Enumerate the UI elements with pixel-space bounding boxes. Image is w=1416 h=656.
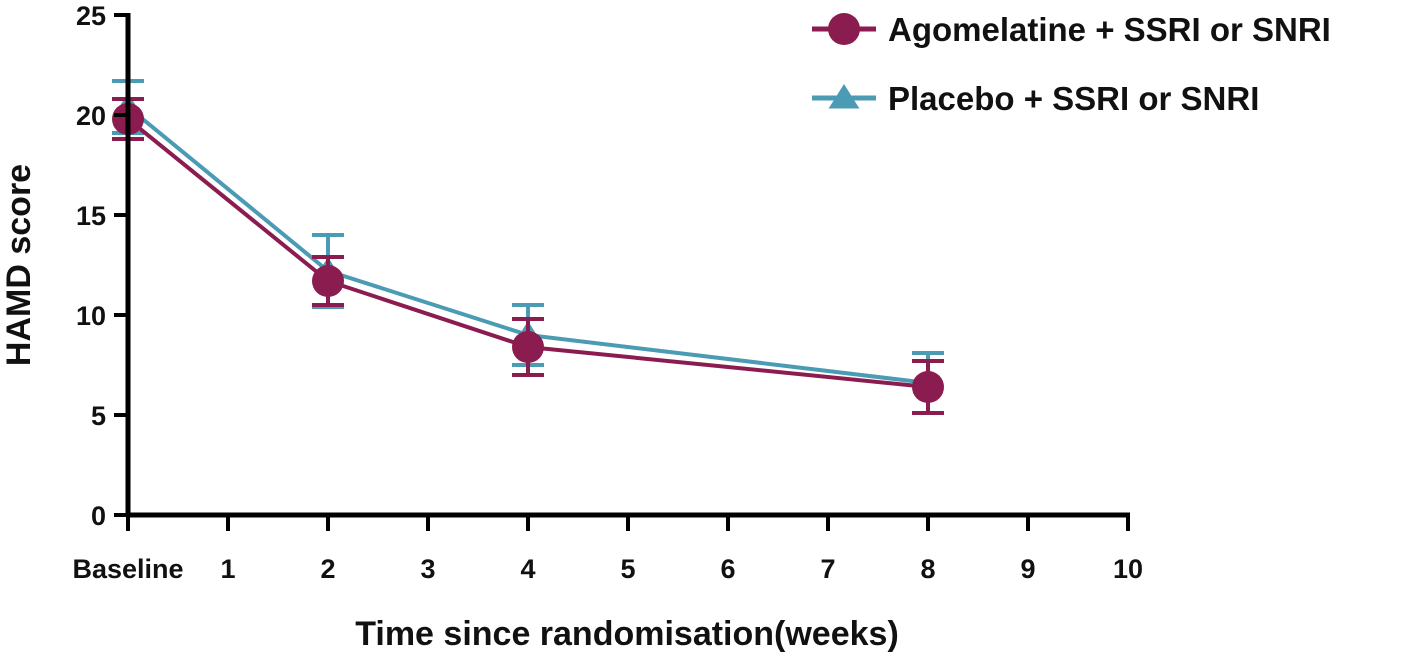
legend-label: Placebo + SSRI or SNRI (888, 80, 1259, 117)
legend-marker (828, 84, 860, 109)
y-tick-label-5: 25 (76, 1, 106, 31)
x-tick-label-5: 5 (620, 554, 635, 584)
x-axis-title: Time since randomisation(weeks) (355, 615, 899, 653)
y-tick-label-2: 10 (76, 301, 106, 331)
legend: Agomelatine + SSRI or SNRI Placebo + SSRI… (812, 11, 1331, 117)
legend-item-1: Placebo + SSRI or SNRI (812, 80, 1259, 117)
data-point (912, 371, 944, 403)
legend-item-0: Agomelatine + SSRI or SNRI (812, 11, 1331, 48)
x-tick-label-10: 10 (1113, 554, 1143, 584)
x-tick-label-4: 4 (520, 554, 535, 584)
x-tick-label-0: Baseline (72, 554, 183, 584)
x-tick-label-2: 2 (320, 554, 335, 584)
y-tick-label-0: 0 (91, 501, 106, 531)
series-line-0 (126, 105, 929, 385)
series-1 (112, 97, 944, 415)
y-tick-label-3: 15 (76, 201, 106, 231)
x-tick-label-9: 9 (1020, 554, 1035, 584)
data-point (312, 265, 344, 297)
y-tick-label-4: 20 (76, 101, 106, 131)
y-tick-label-1: 5 (91, 401, 106, 431)
x-tick-label-3: 3 (420, 554, 435, 584)
data-point (512, 331, 544, 363)
x-tick-label-7: 7 (820, 554, 835, 584)
x-tick-label-6: 6 (720, 554, 735, 584)
x-tick-label-1: 1 (220, 554, 235, 584)
y-axis-title: HAMD score (0, 164, 38, 366)
series-layer (112, 79, 944, 415)
legend-label: Agomelatine + SSRI or SNRI (888, 11, 1331, 48)
ticks-layer: 0 5 10 15 20 25 Baseline 1 2 3 4 5 6 7 8 9 10 (72, 1, 1143, 584)
series-line-1 (126, 117, 929, 389)
legend-marker (828, 13, 860, 45)
x-tick-label-8: 8 (920, 554, 935, 584)
